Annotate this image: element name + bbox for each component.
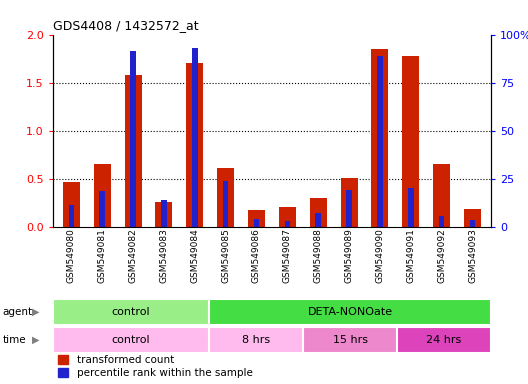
- Bar: [69, 205, 74, 227]
- Bar: [397, 327, 491, 353]
- Bar: [285, 221, 290, 227]
- Bar: [372, 49, 389, 227]
- Text: GSM549086: GSM549086: [252, 228, 261, 283]
- Bar: [439, 216, 445, 227]
- Bar: [279, 207, 296, 227]
- Text: DETA-NONOate: DETA-NONOate: [308, 307, 393, 317]
- Bar: [402, 56, 419, 227]
- Bar: [53, 299, 209, 325]
- Text: GSM549081: GSM549081: [98, 228, 107, 283]
- Bar: [217, 168, 234, 227]
- Bar: [248, 210, 265, 227]
- Text: GSM549089: GSM549089: [345, 228, 354, 283]
- Bar: [155, 202, 172, 227]
- Bar: [346, 190, 352, 227]
- Bar: [377, 56, 383, 227]
- Text: 8 hrs: 8 hrs: [242, 335, 270, 345]
- Text: GSM549087: GSM549087: [283, 228, 292, 283]
- Text: 15 hrs: 15 hrs: [333, 335, 367, 345]
- Text: ▶: ▶: [32, 335, 40, 345]
- Bar: [63, 182, 80, 227]
- Bar: [53, 327, 209, 353]
- Bar: [161, 200, 167, 227]
- Bar: [303, 327, 397, 353]
- Text: 24 hrs: 24 hrs: [427, 335, 461, 345]
- Bar: [125, 75, 142, 227]
- Bar: [209, 327, 303, 353]
- Bar: [223, 182, 229, 227]
- Text: GDS4408 / 1432572_at: GDS4408 / 1432572_at: [53, 19, 199, 32]
- Text: GSM549092: GSM549092: [437, 228, 446, 283]
- Legend: transformed count, percentile rank within the sample: transformed count, percentile rank withi…: [58, 355, 252, 378]
- Bar: [470, 220, 475, 227]
- Bar: [209, 299, 491, 325]
- Bar: [192, 48, 197, 227]
- Bar: [130, 51, 136, 227]
- Bar: [315, 213, 321, 227]
- Bar: [341, 178, 357, 227]
- Text: control: control: [112, 335, 150, 345]
- Text: time: time: [3, 335, 26, 345]
- Text: agent: agent: [3, 307, 33, 317]
- Text: GSM549093: GSM549093: [468, 228, 477, 283]
- Bar: [186, 63, 203, 227]
- Text: control: control: [112, 307, 150, 317]
- Bar: [93, 164, 111, 227]
- Text: GSM549082: GSM549082: [128, 228, 137, 283]
- Text: GSM549088: GSM549088: [314, 228, 323, 283]
- Text: GSM549084: GSM549084: [190, 228, 199, 283]
- Text: GSM549083: GSM549083: [159, 228, 168, 283]
- Bar: [464, 209, 481, 227]
- Text: GSM549090: GSM549090: [375, 228, 384, 283]
- Text: GSM549080: GSM549080: [67, 228, 76, 283]
- Text: ▶: ▶: [32, 307, 40, 317]
- Text: GSM549085: GSM549085: [221, 228, 230, 283]
- Bar: [254, 219, 259, 227]
- Bar: [433, 164, 450, 227]
- Bar: [310, 198, 327, 227]
- Bar: [408, 188, 413, 227]
- Text: GSM549091: GSM549091: [407, 228, 416, 283]
- Bar: [99, 191, 105, 227]
